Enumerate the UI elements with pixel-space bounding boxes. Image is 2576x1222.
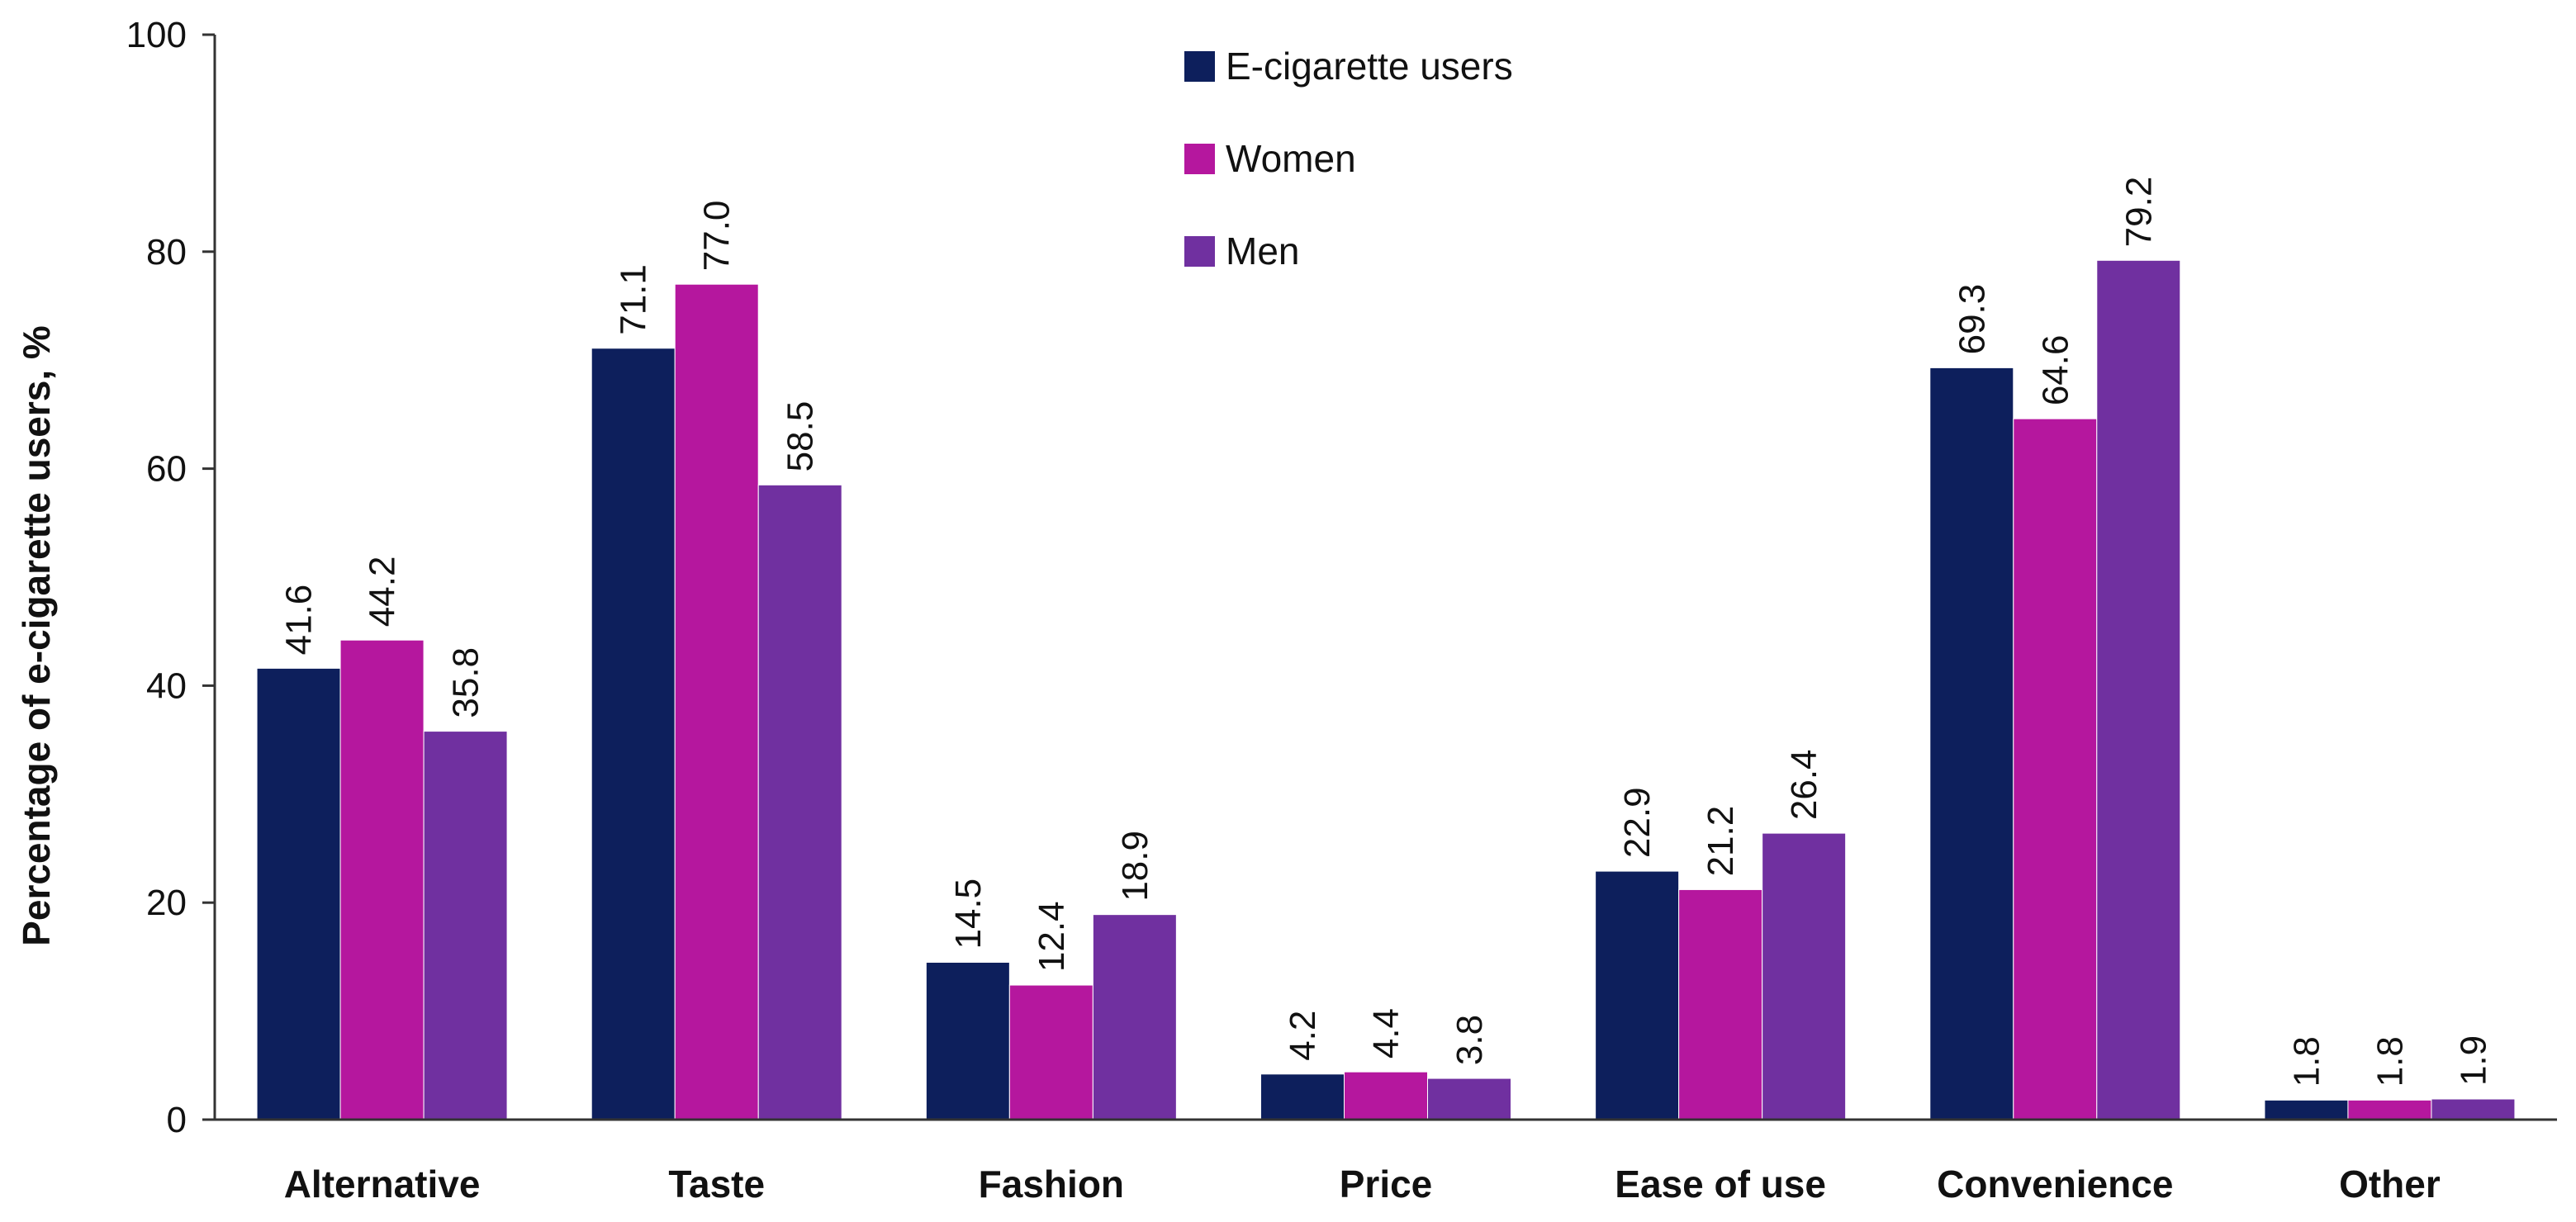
data-label: 44.2 (363, 557, 403, 628)
data-label: 79.2 (2118, 177, 2159, 248)
data-label: 14.5 (948, 879, 989, 950)
data-label: 58.5 (780, 401, 821, 472)
y-tick-label: 40 (146, 665, 187, 706)
bar (339, 639, 425, 1120)
y-tick-label: 20 (146, 883, 187, 923)
data-label: 12.4 (1032, 901, 1072, 972)
data-label: 71.1 (614, 264, 654, 335)
bar (1929, 367, 2014, 1120)
data-label: 21.2 (1701, 806, 1741, 877)
x-category-label: Fashion (979, 1163, 1124, 1205)
legend-label: E-cigarette users (1226, 45, 1513, 88)
bar (925, 961, 1010, 1120)
bar (1678, 888, 1763, 1120)
bar (1427, 1078, 1511, 1120)
x-category-label: Alternative (284, 1163, 481, 1205)
data-label: 35.8 (446, 647, 486, 718)
data-label: 4.4 (1366, 1008, 1407, 1059)
y-tick-label: 100 (126, 15, 187, 55)
bar (1344, 1071, 1428, 1120)
legend-swatch (1184, 144, 1215, 174)
x-category-label: Other (2339, 1163, 2441, 1205)
data-label: 1.8 (2286, 1036, 2327, 1087)
data-label: 64.6 (2035, 335, 2076, 406)
y-tick-label: 0 (167, 1100, 187, 1140)
data-label: 3.8 (1449, 1015, 1490, 1065)
legend-label: Men (1226, 230, 1299, 272)
legend-label: Women (1226, 137, 1356, 180)
bar (1762, 832, 1847, 1120)
legend-swatch (1184, 236, 1215, 267)
x-category-label: Ease of use (1615, 1163, 1826, 1205)
bar (2431, 1098, 2516, 1120)
bar (2264, 1099, 2349, 1120)
data-label: 26.4 (1784, 749, 1824, 820)
y-tick-label: 80 (146, 232, 187, 272)
x-category-label: Price (1340, 1163, 1433, 1205)
data-label: 1.8 (2370, 1036, 2410, 1087)
y-axis-label: Percentage of e-cigarette users, % (15, 325, 58, 946)
data-label: 22.9 (1617, 787, 1658, 858)
x-category-label: Taste (668, 1163, 765, 1205)
data-label: 41.6 (279, 585, 320, 656)
data-label: 1.9 (2453, 1035, 2493, 1086)
bar (256, 667, 341, 1120)
data-label: 4.2 (1283, 1011, 1323, 1061)
bar (1595, 870, 1680, 1120)
bar (2096, 259, 2181, 1120)
bar (1092, 914, 1177, 1120)
bar (2013, 418, 2098, 1120)
data-label: 69.3 (1952, 284, 1992, 355)
bar (1008, 984, 1093, 1120)
bar (2347, 1099, 2432, 1120)
y-tick-label: 60 (146, 449, 187, 490)
legend-swatch (1184, 51, 1215, 82)
bar (423, 731, 508, 1120)
bar (1260, 1073, 1345, 1120)
bar (757, 484, 842, 1120)
x-category-label: Convenience (1937, 1163, 2173, 1205)
data-label: 77.0 (697, 201, 738, 272)
bar (591, 348, 676, 1120)
data-label: 18.9 (1115, 831, 1155, 902)
bar (674, 283, 759, 1120)
